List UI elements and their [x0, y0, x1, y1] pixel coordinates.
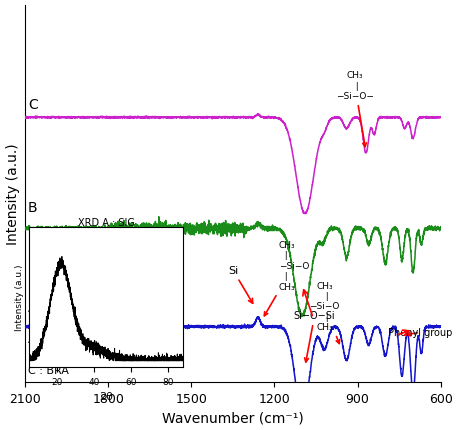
Text: B : APR: B : APR [28, 350, 68, 359]
Text: CH₃
  |
−Si−O−: CH₃ | −Si−O− [336, 71, 374, 147]
Text: C: C [28, 98, 38, 111]
Text: A : SIG: A : SIG [28, 334, 65, 344]
X-axis label: Wavenumber (cm⁻¹): Wavenumber (cm⁻¹) [162, 411, 304, 424]
Text: CH₃
  |
−Si−O
  |
CH₃: CH₃ | −Si−O | CH₃ [264, 240, 309, 316]
Text: B: B [28, 200, 38, 214]
Text: CH₃
  |
−Si−O
  |
CH₃: CH₃ | −Si−O | CH₃ [309, 281, 339, 344]
Text: Si: Si [228, 265, 252, 304]
Text: Phenyl group: Phenyl group [388, 328, 452, 338]
Text: A: A [28, 300, 37, 314]
Text: C : BRA: C : BRA [28, 365, 69, 375]
Text: Si−O−Si: Si−O−Si [294, 310, 335, 362]
Y-axis label: Intensity (a.u.): Intensity (a.u.) [6, 143, 20, 245]
